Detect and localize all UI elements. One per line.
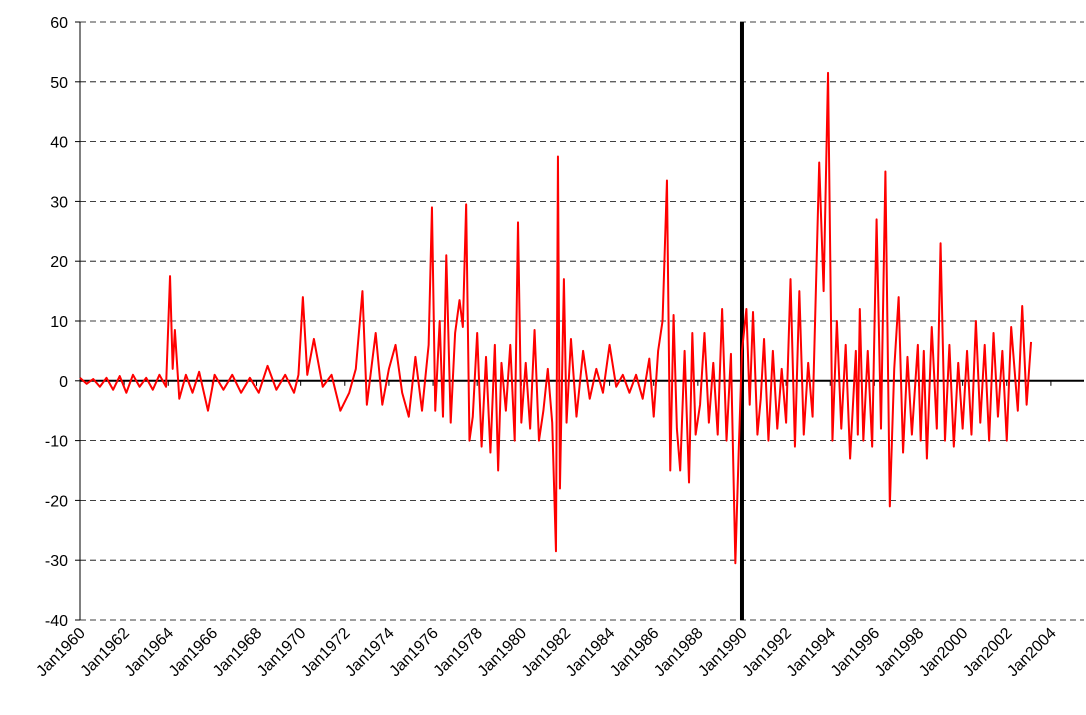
y-tick-label: 30 — [50, 194, 68, 211]
y-tick-label: 40 — [50, 135, 68, 152]
data-line — [79, 71, 1033, 565]
y-tick-label: 10 — [50, 314, 68, 331]
y-tick-label: -30 — [45, 553, 68, 570]
y-tick-label: 60 — [50, 15, 68, 32]
y-tick-label: 20 — [50, 254, 68, 271]
y-tick-label: 50 — [50, 75, 68, 92]
y-tick-label: 0 — [59, 374, 68, 391]
x-tick-label: Jan2004 — [1004, 625, 1060, 681]
y-tick-label: -10 — [45, 434, 68, 451]
y-tick-label: -40 — [45, 613, 68, 630]
y-tick-label: -20 — [45, 493, 68, 510]
